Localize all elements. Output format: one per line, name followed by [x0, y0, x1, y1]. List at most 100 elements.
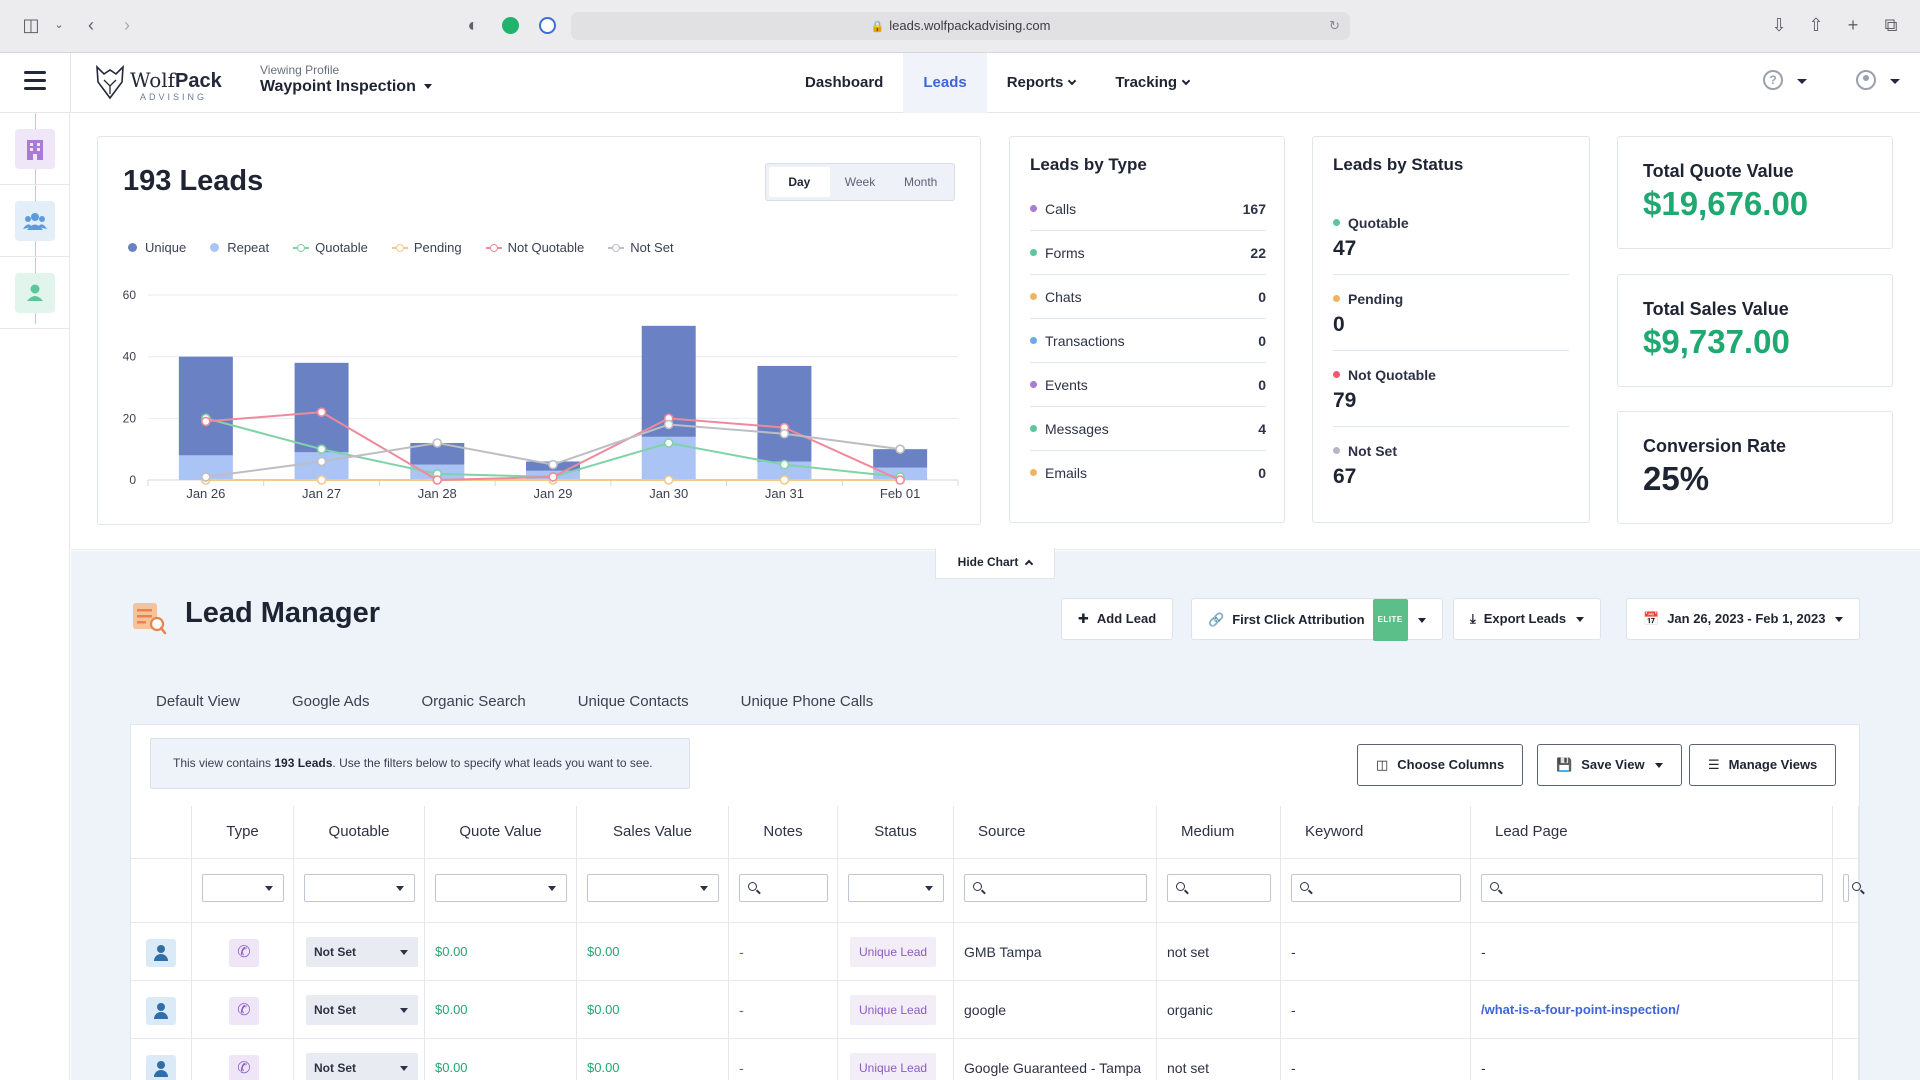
- filter-select[interactable]: [202, 874, 284, 902]
- user-account-icon[interactable]: [1856, 70, 1876, 90]
- profile-selector[interactable]: Waypoint Inspection: [260, 78, 432, 96]
- column-header[interactable]: Type: [192, 806, 294, 858]
- status-badge[interactable]: Unique Lead: [850, 995, 937, 1025]
- manage-views-button[interactable]: ☰ Manage Views: [1689, 744, 1837, 786]
- filter-search-input[interactable]: [964, 874, 1147, 902]
- nav-tracking[interactable]: Tracking: [1095, 53, 1209, 113]
- tab-unique-phone-calls[interactable]: Unique Phone Calls: [740, 693, 874, 710]
- export-leads-dropdown[interactable]: ⤓ Export Leads: [1453, 598, 1602, 640]
- column-header[interactable]: Keyword: [1281, 806, 1471, 858]
- legend-unique[interactable]: Unique: [128, 240, 186, 255]
- menu-icon[interactable]: [24, 71, 46, 91]
- contact-avatar-button[interactable]: [146, 939, 176, 967]
- add-lead-button[interactable]: ✚ Add Lead: [1061, 598, 1174, 640]
- column-header[interactable]: Status: [838, 806, 954, 858]
- lead-page-link[interactable]: /what-is-a-four-point-inspection/: [1471, 981, 1833, 1038]
- column-header-select[interactable]: [131, 806, 192, 858]
- notes-cell[interactable]: -: [729, 981, 838, 1038]
- legend-quotable[interactable]: Quotable: [293, 240, 368, 255]
- choose-columns-button[interactable]: ◫ Choose Columns: [1357, 744, 1524, 786]
- sidebar-toggle-icon[interactable]: ◫: [22, 15, 40, 35]
- quotable-select[interactable]: Not Set: [306, 937, 418, 967]
- new-tab-icon[interactable]: +: [1847, 15, 1859, 35]
- lead-status-row[interactable]: Pending 0: [1333, 275, 1569, 351]
- legend-not-set[interactable]: Not Set: [608, 240, 674, 255]
- url-text: leads.wolfpackadvising.com: [889, 18, 1051, 33]
- lead-type-row[interactable]: Messages 4: [1030, 407, 1266, 451]
- column-header[interactable]: Medium: [1157, 806, 1281, 858]
- notes-cell[interactable]: -: [729, 923, 838, 980]
- filter-search-input[interactable]: [1291, 874, 1461, 902]
- lead-type-row[interactable]: Calls 167: [1030, 187, 1266, 231]
- password-extension-icon[interactable]: [539, 17, 556, 34]
- download-icon[interactable]: ⇩: [1771, 15, 1787, 35]
- save-icon: 💾: [1556, 757, 1573, 772]
- lead-type-row[interactable]: Chats 0: [1030, 275, 1266, 319]
- share-icon[interactable]: ⇧: [1808, 15, 1824, 35]
- lead-status-row[interactable]: Not Set 67: [1333, 427, 1569, 503]
- lead-status-row[interactable]: Quotable 47: [1333, 199, 1569, 275]
- filter-select[interactable]: [304, 874, 415, 902]
- legend-repeat[interactable]: Repeat: [210, 240, 269, 255]
- column-header[interactable]: Source: [954, 806, 1157, 858]
- lead-type-row[interactable]: Emails 0: [1030, 451, 1266, 495]
- account-caret-icon[interactable]: [1890, 79, 1900, 84]
- tab-default-view[interactable]: Default View: [156, 693, 240, 710]
- filter-select[interactable]: [587, 874, 719, 902]
- column-header[interactable]: Lead Page: [1471, 806, 1833, 858]
- lead-type-row[interactable]: Events 0: [1030, 363, 1266, 407]
- nav-reports[interactable]: Reports: [987, 53, 1096, 113]
- filter-cell: [294, 859, 425, 922]
- filter-search-input[interactable]: [1167, 874, 1271, 902]
- column-header[interactable]: Quotable: [294, 806, 425, 858]
- date-range-picker[interactable]: 📅 Jan 26, 2023 - Feb 1, 2023: [1626, 598, 1861, 640]
- help-caret-icon[interactable]: [1797, 79, 1807, 84]
- metric-label: Total Sales Value: [1643, 299, 1789, 319]
- chevron-down-icon[interactable]: ⌄: [54, 19, 64, 31]
- sidebar-item-profile[interactable]: [0, 257, 70, 329]
- help-icon[interactable]: ?: [1763, 70, 1783, 90]
- back-icon[interactable]: ‹: [88, 15, 94, 35]
- forward-icon[interactable]: ›: [124, 15, 130, 35]
- period-day-button[interactable]: Day: [769, 167, 830, 197]
- period-week-button[interactable]: Week: [844, 175, 876, 189]
- sidebar-item-groups[interactable]: [0, 185, 70, 257]
- status-badge[interactable]: Unique Lead: [850, 937, 937, 967]
- status-badge[interactable]: Unique Lead: [850, 1053, 937, 1080]
- column-header[interactable]: Notes: [729, 806, 838, 858]
- hide-chart-button[interactable]: Hide Chart: [935, 548, 1055, 579]
- tab-overview-icon[interactable]: ⧉: [1884, 15, 1898, 35]
- lead-type-row[interactable]: Transactions 0: [1030, 319, 1266, 363]
- save-view-dropdown[interactable]: 💾 Save View: [1537, 744, 1682, 786]
- filter-select[interactable]: [435, 874, 567, 902]
- column-header[interactable]: Sales Value: [577, 806, 729, 858]
- contact-avatar-button[interactable]: [146, 1055, 176, 1080]
- grammarly-extension-icon[interactable]: [502, 17, 519, 34]
- notes-cell[interactable]: -: [729, 1039, 838, 1080]
- lead-status-row[interactable]: Not Quotable 79: [1333, 351, 1569, 427]
- tab-google-ads[interactable]: Google Ads: [291, 693, 370, 710]
- tab-organic-search[interactable]: Organic Search: [421, 693, 526, 710]
- quotable-select[interactable]: Not Set: [306, 995, 418, 1025]
- point-not-set: [548, 459, 558, 470]
- filter-search-input[interactable]: [1481, 874, 1823, 902]
- filter-search-input[interactable]: [1843, 874, 1861, 902]
- nav-leads[interactable]: Leads: [903, 53, 987, 113]
- filter-select[interactable]: [848, 874, 944, 902]
- legend-not-quotable[interactable]: Not Quotable: [485, 240, 584, 255]
- filter-search-input[interactable]: [739, 874, 828, 902]
- wolfpack-logo[interactable]: WolfPack ADVISING: [94, 64, 234, 104]
- attribution-dropdown[interactable]: 🔗 First Click Attribution ELITE: [1191, 598, 1443, 641]
- column-header[interactable]: Quote Value: [425, 806, 577, 858]
- sidebar-item-accounts[interactable]: [0, 113, 70, 185]
- tab-unique-contacts[interactable]: Unique Contacts: [577, 693, 689, 710]
- nav-dashboard[interactable]: Dashboard: [805, 74, 884, 91]
- address-bar[interactable]: 🔒 leads.wolfpackadvising.com ↻: [571, 12, 1350, 40]
- contact-avatar-button[interactable]: [146, 997, 176, 1025]
- privacy-shield-icon[interactable]: ◐: [467, 15, 479, 35]
- period-month-button[interactable]: Month: [904, 175, 938, 189]
- legend-pending[interactable]: Pending: [391, 240, 462, 255]
- reload-icon[interactable]: ↻: [1329, 18, 1340, 33]
- quotable-select[interactable]: Not Set: [306, 1053, 418, 1080]
- lead-type-row[interactable]: Forms 22: [1030, 231, 1266, 275]
